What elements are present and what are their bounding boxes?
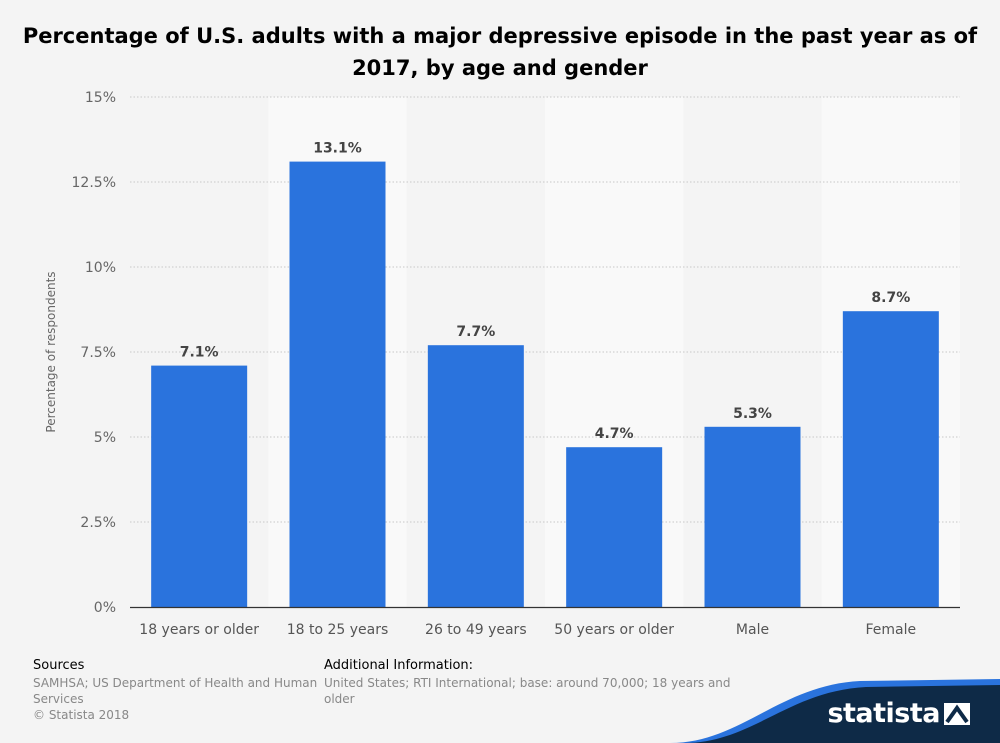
sources-text: SAMHSA; US Department of Health and Huma… (33, 676, 318, 706)
y-tick-label: 12.5% (72, 175, 116, 191)
x-tick-label: 50 years or older (554, 622, 674, 638)
sources-heading: Sources (33, 658, 85, 673)
y-tick-label: 7.5% (80, 345, 116, 361)
data-label: 7.1% (180, 345, 219, 361)
bar (566, 447, 663, 607)
data-label: 8.7% (871, 290, 910, 306)
y-tick-label: 15% (85, 90, 116, 106)
additional-info-text: United States; RTI International; base: … (324, 676, 731, 706)
bar (704, 426, 801, 607)
data-label: 7.7% (456, 324, 495, 340)
bar (427, 345, 524, 607)
sources-block: Sources SAMHSA; US Department of Health … (33, 658, 323, 723)
chart-title: Percentage of U.S. adults with a major d… (22, 24, 978, 80)
y-tick-label: 2.5% (80, 515, 116, 531)
copyright-text: © Statista 2018 (33, 708, 130, 722)
statista-mark-icon (944, 703, 970, 725)
data-label: 13.1% (313, 141, 362, 157)
y-tick-label: 0% (94, 600, 116, 616)
x-tick-label: 18 years or older (139, 622, 259, 638)
data-label: 5.3% (733, 406, 772, 422)
bar (289, 161, 386, 607)
bar (842, 311, 939, 607)
bar-chart: 0% 2.5% 5% 7.5% 10% 12.5% 15% 7.1% 18 years or o… (72, 90, 960, 638)
y-tick-label: 10% (85, 260, 116, 276)
y-tick-label: 5% (94, 430, 116, 446)
logo-wordmark: statista (827, 698, 940, 729)
bar (151, 365, 248, 607)
x-tick-label: Male (736, 622, 769, 638)
additional-info-heading: Additional Information: (324, 658, 474, 673)
x-tick-label: Female (866, 622, 917, 638)
y-axis-label: Percentage of respondents (44, 271, 58, 433)
data-label: 4.7% (595, 426, 634, 442)
statista-logo[interactable]: statista (670, 673, 1000, 743)
x-tick-label: 18 to 25 years (287, 622, 389, 638)
logo-wave-shape (670, 679, 1000, 743)
additional-info-block: Additional Information: United States; R… (324, 658, 744, 707)
x-tick-label: 26 to 49 years (425, 622, 527, 638)
